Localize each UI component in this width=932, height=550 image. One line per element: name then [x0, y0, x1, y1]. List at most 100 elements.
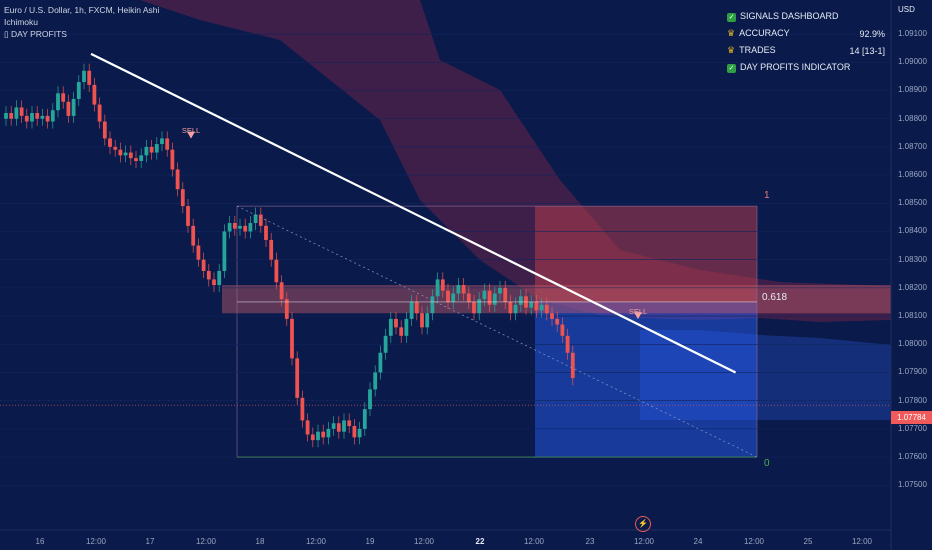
current-price-tag: 1.07784	[891, 411, 932, 424]
time-tick-label: 12:00	[305, 537, 327, 546]
candle-body	[40, 115, 45, 119]
price-tick-label: 1.08400	[898, 226, 927, 236]
candle-body	[201, 259, 206, 271]
candle-body	[451, 293, 456, 302]
candle-body	[87, 70, 92, 85]
candle-body	[316, 431, 320, 441]
currency-label: USD	[898, 5, 915, 14]
time-tick-label: 16	[35, 537, 45, 546]
candle-body	[336, 423, 341, 432]
candle-body	[555, 318, 560, 325]
candle-body	[134, 158, 138, 161]
time-tick-label: 12:00	[523, 537, 545, 546]
dashboard-title: SIGNALS DASHBOARD	[740, 11, 839, 22]
candle-body	[508, 301, 513, 314]
price-tick-label: 1.08100	[898, 311, 927, 321]
candle-body	[186, 206, 190, 226]
candle-body	[76, 82, 81, 99]
indicator-day-profits[interactable]: ▯ DAY PROFITS	[4, 29, 67, 40]
take-profit-zone	[535, 301, 757, 458]
sell-signal-label: SELL	[181, 126, 201, 135]
ichimoku-cloud-bear	[140, 0, 891, 322]
price-tick-label: 1.09000	[898, 57, 927, 67]
candle-body	[503, 287, 508, 302]
candle-body	[248, 223, 253, 232]
candle-body	[534, 301, 539, 311]
candle-body	[409, 301, 414, 319]
candle-body	[404, 318, 409, 336]
candle-body	[378, 352, 383, 373]
candle-body	[108, 138, 112, 147]
candle-body	[82, 70, 86, 83]
candle-body	[269, 239, 274, 260]
candle-body	[144, 146, 149, 156]
accuracy-value: 92.9%	[859, 28, 885, 39]
candle-body	[399, 327, 404, 336]
candle-body	[565, 335, 570, 353]
time-tick-label: 23	[585, 537, 595, 546]
candle-body	[253, 214, 258, 224]
candle-body	[175, 169, 180, 190]
ichimoku-cloud	[140, 0, 891, 420]
candle-body	[394, 318, 398, 328]
price-tick-label: 1.07500	[898, 480, 927, 490]
candle-body	[331, 423, 336, 429]
candle-body	[388, 318, 393, 336]
candle-body	[264, 225, 268, 240]
indicator-name: DAY PROFITS INDICATOR	[740, 62, 851, 73]
candle-body	[139, 155, 144, 161]
candle-body	[472, 301, 476, 314]
time-tick-label: 12:00	[743, 537, 765, 546]
candle-body	[544, 304, 549, 314]
candle-body	[196, 245, 201, 260]
price-tick-label: 1.07600	[898, 452, 927, 462]
candle-body	[165, 138, 170, 150]
candle-body	[284, 299, 289, 319]
price-tick-label: 1.08300	[898, 254, 927, 264]
fib-diagonal	[236, 205, 758, 458]
candle-body	[362, 409, 367, 429]
fib-level-1: 1	[764, 190, 770, 201]
candle-body	[191, 225, 196, 246]
candle-body	[513, 304, 518, 314]
candle-body	[529, 301, 534, 308]
time-tick-label: 22	[475, 537, 485, 546]
check-icon: ✓	[727, 12, 736, 22]
candle-body	[357, 428, 362, 438]
time-tick-label: 12:00	[413, 537, 435, 546]
price-tick-label: 1.07900	[898, 367, 927, 377]
candle-body	[71, 98, 76, 116]
candle-body	[154, 144, 159, 153]
trades-label: TRADES	[739, 45, 776, 55]
dashboard-accuracy-row: ♛ ACCURACY 92.9%	[727, 25, 885, 42]
candle-body	[342, 420, 346, 432]
candle-body	[383, 335, 388, 353]
candle-body	[425, 313, 430, 328]
stop-loss-zone	[535, 206, 757, 302]
time-tick-label: 12:00	[195, 537, 217, 546]
time-tick-label: 18	[255, 537, 265, 546]
candle-body	[373, 372, 378, 390]
time-tick-label: 17	[145, 537, 155, 546]
trendline	[90, 52, 737, 374]
trophy-icon: ♛	[727, 28, 736, 38]
candle-body	[347, 420, 352, 427]
candle-body	[310, 434, 315, 441]
candle-body	[498, 287, 502, 294]
candle-body	[487, 290, 492, 305]
candle-body	[466, 293, 471, 302]
candle-body	[222, 231, 227, 271]
candle-body	[35, 113, 40, 119]
lightning-icon[interactable]: ⚡	[635, 516, 651, 532]
candle-body	[326, 428, 331, 438]
candle-body	[56, 93, 60, 111]
dashboard-title-row: ✓ SIGNALS DASHBOARD	[727, 8, 885, 25]
trades-value: 14 [13-1]	[849, 45, 885, 56]
ichimoku-cloud-bull	[640, 330, 891, 420]
indicator-ichimoku[interactable]: Ichimoku	[4, 17, 39, 27]
candle-body	[113, 146, 118, 150]
candle-body	[180, 189, 185, 207]
candle-body	[118, 149, 123, 156]
signals-dashboard: ✓ SIGNALS DASHBOARD ♛ ACCURACY 92.9% ♛ TRADE…	[727, 8, 885, 76]
